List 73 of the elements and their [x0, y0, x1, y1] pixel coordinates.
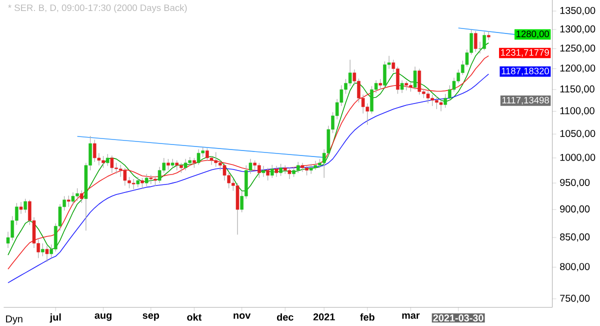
- x-tick-label: sep: [142, 313, 160, 321]
- candlestick: [300, 162, 304, 172]
- y-tick-label: 850,00: [560, 233, 590, 242]
- candlestick: [404, 80, 408, 91]
- candlestick: [80, 190, 84, 204]
- x-tick-label: feb: [360, 313, 374, 321]
- candlestick: [144, 174, 148, 187]
- candlestick: [418, 68, 422, 96]
- candlestick: [482, 31, 486, 51]
- candlestick: [149, 174, 153, 184]
- candlestick: [236, 182, 240, 235]
- candlestick: [19, 202, 23, 214]
- candlestick: [140, 178, 144, 189]
- x-tick-label: nov: [234, 313, 251, 319]
- candlestick: [71, 192, 75, 206]
- candlestick: [166, 158, 170, 170]
- candlestick: [262, 166, 266, 178]
- x-tick-label: 2021-03-30: [433, 314, 484, 322]
- annotation: 1117,13498: [502, 96, 549, 105]
- candlestick: [192, 158, 196, 168]
- annotation: 1187,18320: [502, 68, 550, 76]
- candlestick: [274, 166, 278, 178]
- chart-title: * SER. B, D, 09:00-17:30 (2000 Days Back): [8, 4, 187, 13]
- candlestick: [184, 158, 188, 171]
- candlestick: [439, 98, 443, 112]
- candlestick: [24, 198, 27, 214]
- candlestick: [288, 168, 292, 180]
- candlestick: [426, 90, 430, 104]
- x-tick-label: mar: [402, 313, 420, 319]
- annotation: 1231,71779: [501, 49, 549, 57]
- y-tick-label: 1150,00: [560, 85, 594, 94]
- candlestick: [266, 168, 270, 181]
- text: Dyn: [6, 315, 22, 324]
- candlestick: [222, 162, 226, 181]
- y-tick-label: 1300,00: [560, 25, 596, 34]
- x-tick-label: 2021: [313, 313, 335, 320]
- candlestick: [136, 176, 140, 188]
- y-tick-label: 900,00: [560, 205, 590, 214]
- y-tick-label: 950,00: [560, 178, 590, 188]
- candlestick: [413, 66, 417, 90]
- candlestick: [170, 158, 174, 168]
- y-tick-label: 1250,00: [560, 44, 596, 53]
- y-tick-label: 1350,00: [560, 6, 596, 16]
- candlestick: [486, 30, 490, 41]
- candlestick: [132, 178, 136, 190]
- candlestick: [400, 80, 404, 94]
- candlestick: [378, 78, 382, 90]
- candlestick: [474, 30, 478, 52]
- x-tick-label: okt: [187, 313, 202, 321]
- candlestick: [279, 164, 282, 176]
- y-tick-label: 1000,00: [560, 154, 596, 162]
- x-tick-label: aug: [94, 313, 112, 321]
- candlestick: [348, 59, 352, 86]
- y-tick-label: 1100,00: [560, 107, 594, 116]
- y-tick-label: 800,00: [560, 263, 590, 272]
- candlestick: [296, 162, 300, 174]
- y-tick-label: 1050,00: [560, 130, 596, 138]
- candlestick: [66, 195, 70, 208]
- candlestick: [110, 155, 114, 174]
- candlestick: [175, 160, 179, 171]
- candlestick: [123, 168, 127, 186]
- candlestick: [158, 166, 162, 184]
- candlestick: [314, 160, 318, 170]
- candlestick: [41, 242, 44, 257]
- annotation: 1280,00: [516, 30, 550, 38]
- x-tick-label: dec: [276, 313, 294, 321]
- candlestick: [106, 154, 110, 166]
- candlestick: [196, 148, 200, 166]
- x-tick-label: jul: [50, 313, 61, 323]
- candlestick: [270, 164, 274, 178]
- y-tick-label: 750,00: [560, 294, 590, 303]
- candlestick: [45, 245, 49, 262]
- y-tick-label: 1200,00: [560, 64, 596, 73]
